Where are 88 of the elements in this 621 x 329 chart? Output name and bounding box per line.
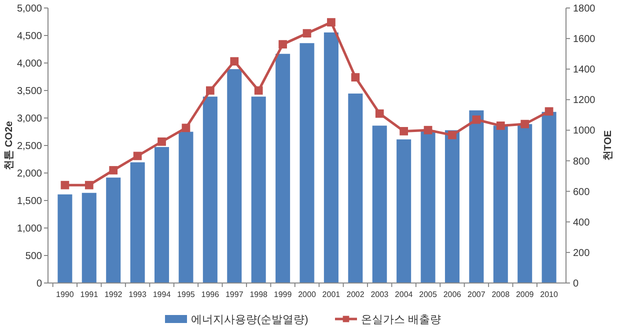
x-tick-label: 2009 — [516, 290, 534, 299]
y2-tick-label: 1400 — [573, 64, 596, 76]
point — [109, 166, 118, 174]
y2-tick-label: 800 — [573, 156, 590, 168]
y-axis-title: 천톤 CO2e — [4, 120, 15, 170]
x-tick-label: 2010 — [540, 290, 559, 299]
bar — [420, 130, 436, 283]
bar — [444, 130, 460, 283]
bar — [106, 178, 121, 283]
bar — [154, 147, 170, 283]
y2-tick-label: 200 — [573, 248, 590, 259]
y-tick-label: 500 — [25, 251, 42, 262]
bar — [130, 162, 145, 283]
point — [133, 152, 142, 160]
x-tick-label: 1992 — [104, 290, 123, 299]
point — [302, 29, 312, 38]
y-tick-label: 4,500 — [16, 31, 42, 42]
x-tick-label: 1990 — [56, 290, 74, 299]
point — [375, 109, 384, 118]
point — [351, 73, 360, 82]
bar — [178, 132, 194, 283]
bar — [58, 194, 72, 283]
y2-tick-label: 1000 — [573, 126, 596, 137]
bar — [396, 139, 412, 283]
point — [230, 57, 239, 66]
bar — [372, 126, 387, 283]
x-tick-label: 1998 — [250, 290, 268, 299]
point — [400, 127, 408, 136]
point — [472, 115, 481, 124]
x-tick-label: 1993 — [128, 290, 148, 299]
point — [84, 180, 94, 190]
point — [60, 180, 70, 190]
x-tick-label: 2004 — [394, 290, 414, 299]
x-tick-label: 1996 — [201, 290, 220, 299]
y-tick-label: 2,500 — [16, 141, 42, 152]
bar — [251, 96, 266, 283]
x-tick-label: 1994 — [152, 290, 172, 299]
y2-axis-title: 천TOE — [603, 130, 614, 161]
x-tick-label: 2007 — [468, 290, 486, 299]
bar — [202, 96, 218, 283]
point — [496, 122, 505, 130]
y2-tick-label: 600 — [573, 186, 590, 198]
y-tick-label: 3,500 — [16, 86, 42, 97]
point — [278, 40, 287, 48]
point — [254, 86, 263, 95]
x-tick-label: 2002 — [346, 290, 365, 299]
point — [448, 130, 456, 140]
y2-tick-label: 1800 — [573, 4, 596, 14]
point — [182, 124, 190, 132]
y2-tick-label: 0 — [573, 278, 579, 290]
x-tick-label: 2003 — [370, 290, 390, 299]
y-tick-label: 4,000 — [16, 58, 42, 70]
point — [544, 107, 554, 116]
x-tick-label: 2008 — [492, 290, 510, 299]
legend-label: 온실가스 배출량 — [361, 314, 442, 326]
x-tick-label: 1991 — [80, 290, 99, 299]
point — [520, 120, 530, 128]
y2-tick-label: 1600 — [573, 34, 596, 46]
x-tick-label: 1997 — [225, 290, 244, 299]
x-tick-label: 2000 — [298, 290, 316, 299]
point — [206, 86, 214, 95]
bar — [227, 69, 242, 283]
point — [424, 126, 432, 134]
bar — [82, 192, 96, 283]
bar — [542, 112, 556, 283]
y-tick-label: 1,000 — [16, 224, 42, 234]
x-tick-label: 2006 — [443, 290, 462, 299]
bar — [276, 54, 290, 283]
y-tick-label: 0 — [36, 278, 42, 290]
y-tick-label: 1,500 — [16, 196, 42, 207]
y-tick-label: 3,000 — [16, 114, 42, 124]
y2-tick-label: 1200 — [573, 95, 596, 106]
y-tick-label: 2,000 — [16, 168, 42, 180]
y2-tick-label: 400 — [573, 217, 590, 228]
x-tick-label: 2005 — [419, 290, 438, 299]
bar — [469, 110, 484, 283]
legend-label: 에너지사용량(순발열량) — [191, 314, 308, 326]
bar — [348, 94, 363, 283]
bar — [324, 32, 338, 283]
x-tick-label: 2001 — [322, 290, 341, 299]
y-tick-label: 5,000 — [16, 4, 42, 14]
bar — [493, 126, 508, 283]
bar — [518, 124, 532, 283]
point — [158, 137, 166, 146]
x-tick-label: 1999 — [274, 290, 292, 299]
point — [327, 18, 336, 26]
bar — [300, 43, 314, 283]
x-tick-label: 1995 — [177, 290, 196, 299]
